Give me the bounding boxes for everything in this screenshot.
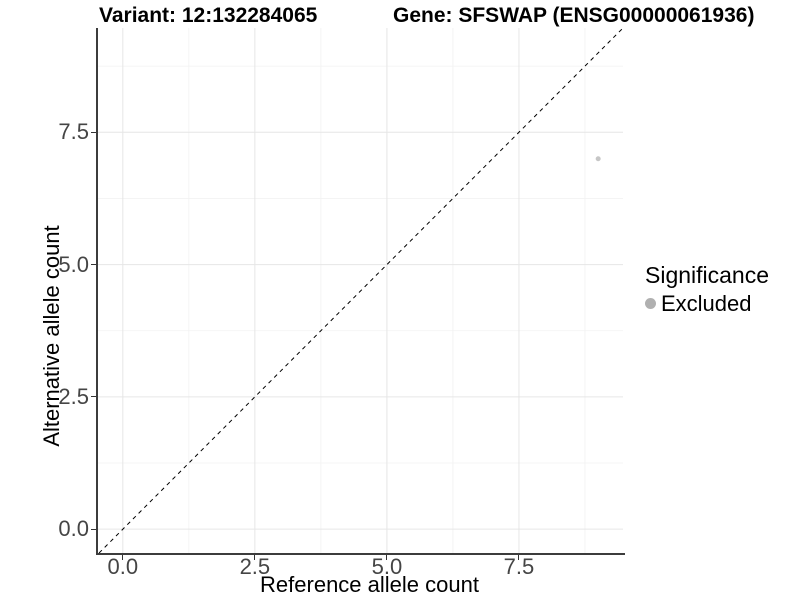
plot-canvas [98,27,624,554]
x-tick-mark [122,555,124,560]
y-axis-line [96,28,98,555]
plot-title-gene: Gene: SFSWAP (ENSG00000061936) [393,4,755,27]
y-tick-mark [91,131,96,133]
x-tick-label: 7.5 [503,554,535,579]
y-tick-label: 5.0 [58,251,89,277]
y-tick-mark [91,264,96,266]
x-tick-mark [518,555,520,560]
legend-entry: Excluded [645,290,769,317]
x-tick-mark [386,555,388,560]
legend: Significance Excluded [645,261,769,317]
x-tick-label: 2.5 [239,554,271,579]
legend-key-dot-icon [645,298,656,309]
plot-title-variant: Variant: 12:132284065 [99,4,318,27]
data-point [595,156,601,162]
y-tick-label: 2.5 [58,383,89,409]
y-tick-mark [91,396,96,398]
y-tick-mark [91,528,96,530]
x-tick-mark [254,555,256,560]
legend-entries: Excluded [645,290,769,317]
x-axis-line [96,553,625,555]
plot-panel [98,27,624,554]
y-tick-label: 7.5 [58,119,89,145]
legend-title: Significance [645,262,770,288]
identity-line [98,27,624,554]
x-tick-label: 0.0 [107,554,139,579]
x-tick-label: 5.0 [371,554,403,579]
x-axis-title: Reference allele count [260,572,479,597]
legend-entry-label: Excluded [661,291,752,316]
y-tick-label: 0.0 [58,516,89,542]
